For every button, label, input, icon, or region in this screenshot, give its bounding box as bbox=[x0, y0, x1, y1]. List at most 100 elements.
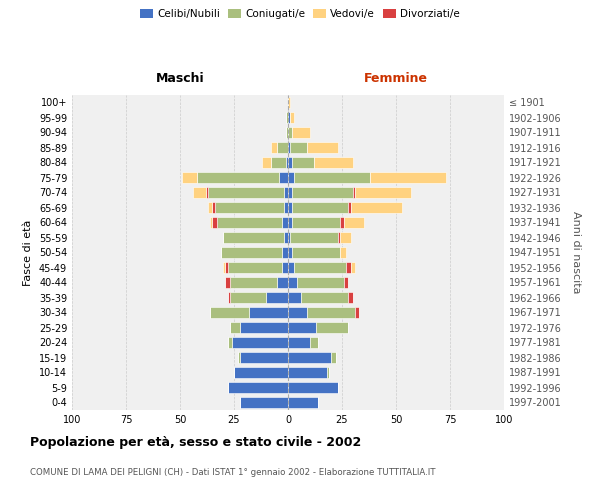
Bar bbox=[288, 366, 327, 378]
Bar bbox=[227, 336, 232, 348]
Bar bbox=[227, 262, 281, 274]
Bar bbox=[230, 322, 241, 334]
Bar bbox=[344, 216, 364, 228]
Bar bbox=[349, 202, 350, 213]
Bar bbox=[288, 232, 290, 243]
Bar bbox=[217, 216, 281, 228]
Text: Popolazione per età, sesso e stato civile - 2002: Popolazione per età, sesso e stato civil… bbox=[30, 436, 361, 449]
Bar bbox=[197, 172, 280, 183]
Bar bbox=[241, 396, 288, 408]
Bar bbox=[286, 156, 288, 168]
Bar bbox=[223, 232, 284, 243]
Bar bbox=[288, 276, 296, 288]
Y-axis label: Anni di nascita: Anni di nascita bbox=[571, 211, 581, 294]
Bar bbox=[288, 112, 290, 124]
Bar bbox=[292, 202, 349, 213]
Bar bbox=[193, 186, 206, 198]
Bar bbox=[290, 112, 295, 124]
Bar bbox=[284, 186, 288, 198]
Bar bbox=[227, 292, 230, 304]
Bar bbox=[288, 382, 338, 394]
Bar bbox=[206, 186, 208, 198]
Bar bbox=[284, 202, 288, 213]
Bar bbox=[370, 172, 446, 183]
Bar bbox=[221, 246, 281, 258]
Bar bbox=[212, 202, 215, 213]
Bar bbox=[232, 336, 288, 348]
Bar bbox=[288, 292, 301, 304]
Bar bbox=[355, 186, 411, 198]
Bar bbox=[249, 306, 288, 318]
Bar bbox=[288, 172, 295, 183]
Bar bbox=[288, 246, 292, 258]
Bar bbox=[292, 246, 340, 258]
Bar bbox=[292, 126, 310, 138]
Bar bbox=[286, 112, 288, 124]
Bar bbox=[314, 156, 353, 168]
Bar bbox=[340, 232, 350, 243]
Bar bbox=[284, 232, 288, 243]
Bar bbox=[288, 306, 307, 318]
Bar bbox=[350, 262, 355, 274]
Bar bbox=[288, 96, 290, 108]
Bar bbox=[307, 142, 338, 154]
Bar bbox=[340, 246, 346, 258]
Bar bbox=[355, 306, 359, 318]
Legend: Celibi/Nubili, Coniugati/e, Vedovi/e, Divorziati/e: Celibi/Nubili, Coniugati/e, Vedovi/e, Di… bbox=[136, 5, 464, 24]
Text: COMUNE DI LAMA DEI PELIGNI (CH) - Dati ISTAT 1° gennaio 2002 - Elaborazione TUTT: COMUNE DI LAMA DEI PELIGNI (CH) - Dati I… bbox=[30, 468, 436, 477]
Bar bbox=[230, 276, 277, 288]
Bar bbox=[340, 216, 344, 228]
Bar bbox=[277, 142, 288, 154]
Bar bbox=[288, 126, 292, 138]
Bar bbox=[288, 262, 295, 274]
Bar bbox=[286, 126, 288, 138]
Bar bbox=[262, 156, 271, 168]
Bar bbox=[316, 322, 349, 334]
Bar bbox=[226, 262, 227, 274]
Bar bbox=[288, 336, 310, 348]
Bar bbox=[288, 142, 290, 154]
Bar bbox=[288, 216, 292, 228]
Text: Maschi: Maschi bbox=[155, 72, 205, 85]
Bar bbox=[301, 292, 349, 304]
Bar bbox=[350, 202, 403, 213]
Bar bbox=[215, 202, 284, 213]
Bar bbox=[288, 352, 331, 364]
Bar bbox=[288, 202, 292, 213]
Bar bbox=[227, 382, 288, 394]
Bar bbox=[234, 366, 288, 378]
Bar bbox=[310, 336, 318, 348]
Bar bbox=[210, 216, 212, 228]
Bar bbox=[230, 292, 266, 304]
Bar bbox=[281, 216, 288, 228]
Bar bbox=[290, 142, 307, 154]
Text: Femmine: Femmine bbox=[364, 72, 428, 85]
Bar bbox=[346, 262, 350, 274]
Bar bbox=[212, 216, 217, 228]
Bar bbox=[280, 172, 288, 183]
Bar bbox=[281, 262, 288, 274]
Bar bbox=[288, 156, 292, 168]
Bar bbox=[331, 352, 335, 364]
Bar bbox=[208, 186, 284, 198]
Bar bbox=[338, 232, 340, 243]
Bar bbox=[349, 292, 353, 304]
Bar bbox=[271, 156, 286, 168]
Bar bbox=[290, 232, 338, 243]
Bar bbox=[292, 156, 314, 168]
Bar bbox=[307, 306, 355, 318]
Bar bbox=[241, 352, 288, 364]
Bar bbox=[266, 292, 288, 304]
Bar bbox=[277, 276, 288, 288]
Bar bbox=[226, 276, 230, 288]
Bar bbox=[353, 186, 355, 198]
Bar bbox=[281, 246, 288, 258]
Bar bbox=[295, 172, 370, 183]
Bar bbox=[210, 306, 249, 318]
Bar bbox=[344, 276, 349, 288]
Bar bbox=[271, 142, 277, 154]
Bar bbox=[292, 186, 353, 198]
Bar bbox=[292, 216, 340, 228]
Bar bbox=[288, 186, 292, 198]
Bar bbox=[241, 322, 288, 334]
